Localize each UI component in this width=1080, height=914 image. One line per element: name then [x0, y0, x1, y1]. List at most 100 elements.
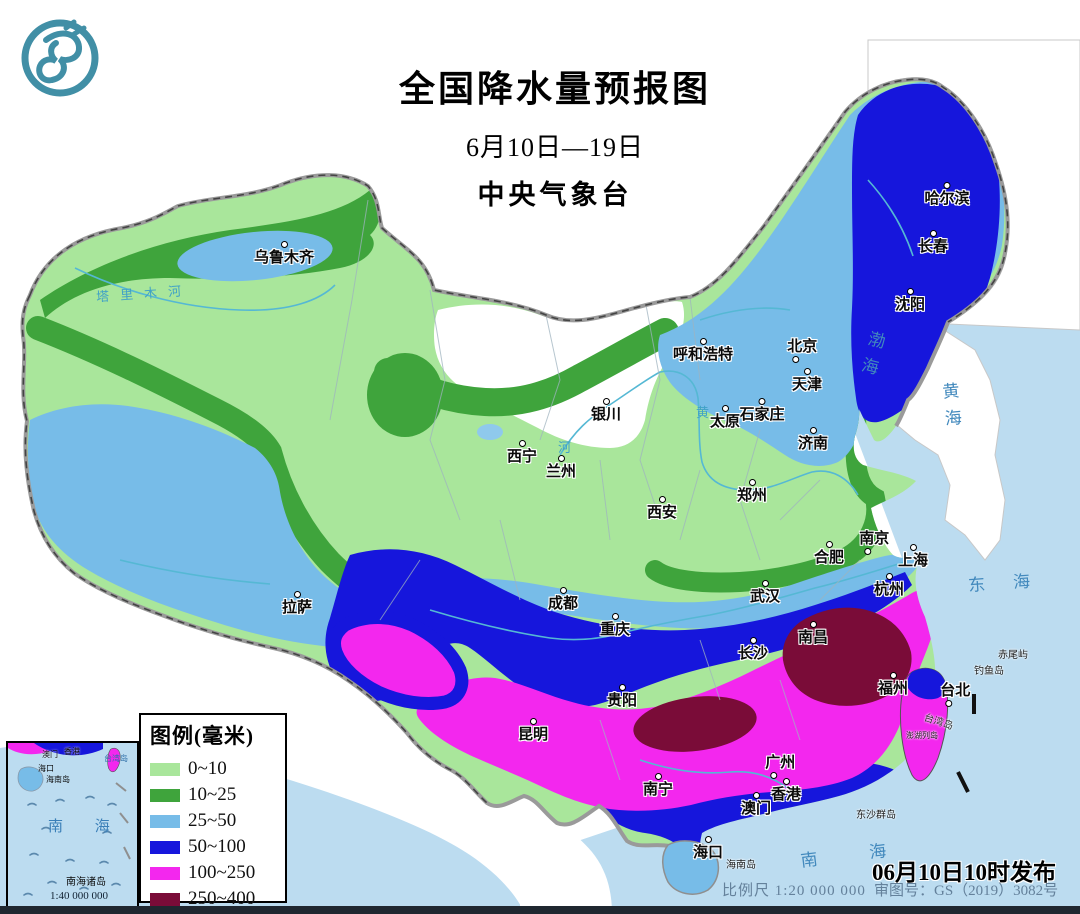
city-wuhan: 武汉 [750, 580, 780, 604]
city-dot [293, 591, 301, 598]
map-title: 全国降水量预报图 [398, 69, 711, 109]
city-nanjing: 南京 [845, 531, 889, 555]
city-nanning: 南宁 [643, 773, 673, 797]
city-shijiazhuang: 石家庄 [739, 398, 785, 422]
city-dot [782, 778, 790, 785]
agency-name: 中央气象台 [477, 180, 633, 210]
city-dot [761, 580, 769, 587]
region-250-400 [633, 607, 912, 752]
city-dot [658, 496, 666, 503]
south-china-sea-inset-map: 澳门 香港 台湾岛 海口 海南岛 南 海 南海诸岛 1:40 000 000 [6, 741, 139, 912]
city-dot [929, 230, 937, 237]
city-dot [611, 613, 619, 620]
city-guiyang: 贵阳 [607, 684, 637, 708]
city-dot [791, 356, 799, 363]
city-dot [909, 544, 917, 551]
cma-logo [21, 19, 99, 97]
legend-box: 图例(毫米) 0~10 10~25 25~50 50~100 100~250 2… [139, 713, 287, 909]
legend-swatch-25-50 [150, 814, 180, 828]
city-dot [889, 672, 897, 679]
city-dot [699, 338, 707, 345]
inset-label-haikou: 海口 [38, 764, 54, 773]
legend-swatch-100-250 [150, 866, 180, 880]
city-chengdu: 成都 [548, 587, 578, 611]
legend-item: 250~400 [150, 886, 285, 912]
national-border [20, 77, 1010, 848]
city-guangzhou: 广州 [751, 755, 795, 779]
legend-swatch-250-400 [150, 892, 180, 906]
city-macau: 澳门 [741, 792, 771, 816]
legend-item: 10~25 [150, 782, 285, 808]
inset-label-nanhai-islands: 南海诸岛 [66, 877, 106, 888]
map-scale: 比例尺 1:20 000 000 [722, 883, 866, 899]
city-dot [518, 440, 526, 447]
region-100-250 [327, 588, 940, 811]
city-dot [943, 182, 951, 189]
city-dot [752, 792, 760, 799]
city-zhengzhou: 郑州 [737, 479, 767, 503]
city-taiyuan: 太原 [710, 405, 740, 429]
title-block: 全国降水量预报图 6月10日—19日 中央气象台 [30, 60, 1080, 212]
legend-item: 0~10 [150, 756, 285, 782]
city-dot [863, 548, 871, 555]
legend-items: 0~10 10~25 25~50 50~100 100~250 250~400 [150, 756, 285, 912]
city-fuzhou: 福州 [878, 672, 908, 696]
island-label-dongsha: 东沙群岛 [856, 810, 896, 821]
bottom-edge-bar [0, 906, 1080, 914]
river-label-he: 河 [558, 440, 572, 455]
city-dot [704, 836, 712, 843]
city-changsha: 长沙 [738, 637, 768, 661]
city-haikou: 海口 [693, 836, 723, 860]
city-dot [885, 573, 893, 580]
city-kunming: 昆明 [518, 718, 548, 742]
issue-time: 06月10日10时发布 [872, 860, 1056, 885]
city-dot [529, 718, 537, 725]
city-beijing: 北京 [773, 339, 817, 363]
city-dot [748, 479, 756, 486]
inset-label-south-china-sea: 南 海 [48, 819, 124, 835]
city-dot [721, 405, 729, 412]
city-dot [803, 368, 811, 375]
city-dot [654, 773, 662, 780]
city-taipei: 台北 [926, 683, 970, 707]
inset-label-hongkong: 香港 [64, 747, 80, 756]
city-dot [602, 398, 610, 405]
island-label-penghu: 澎湖列岛 [906, 731, 938, 740]
city-dot [809, 621, 817, 628]
sea-label-yellow-sea: 黄海 [938, 381, 963, 437]
rivers [74, 179, 914, 791]
city-harbin: 哈尔滨 [924, 182, 970, 206]
inset-scale: 1:40 000 000 [50, 890, 109, 902]
legend-swatch-0-10 [150, 762, 180, 776]
city-tianjin: 天津 [792, 368, 822, 392]
city-shanghai: 上海 [898, 544, 928, 568]
indochina-area [520, 800, 612, 914]
city-nanchang: 南昌 [798, 621, 828, 645]
river-label-huang: 黄 [696, 405, 710, 420]
city-urumqi: 乌鲁木齐 [254, 241, 314, 265]
inset-map-graphic [8, 743, 131, 896]
legend-item: 50~100 [150, 834, 285, 860]
city-dot [559, 587, 567, 594]
city-dot [769, 772, 777, 779]
city-dot [944, 700, 952, 707]
city-lanzhou: 兰州 [546, 455, 576, 479]
island-label-hainan: 海南岛 [726, 860, 756, 871]
legend-swatch-10-25 [150, 788, 180, 802]
legend-swatch-50-100 [150, 840, 180, 854]
forecast-date-range: 6月10日—19日 [465, 133, 644, 162]
city-dot [809, 427, 817, 434]
island-label-diaoyu: 钓鱼岛 [974, 666, 1004, 677]
legend-item: 25~50 [150, 808, 285, 834]
city-shenyang: 沈阳 [895, 288, 925, 312]
city-dot [825, 541, 833, 548]
city-jinan: 济南 [798, 427, 828, 451]
city-xining: 西宁 [507, 440, 537, 464]
island-label-chiwei: 赤尾屿 [998, 650, 1028, 661]
province-borders [329, 199, 861, 781]
foreign-land [520, 39, 1080, 914]
city-dot [749, 637, 757, 644]
boundary-marks [956, 694, 976, 793]
city-dot [280, 241, 288, 248]
